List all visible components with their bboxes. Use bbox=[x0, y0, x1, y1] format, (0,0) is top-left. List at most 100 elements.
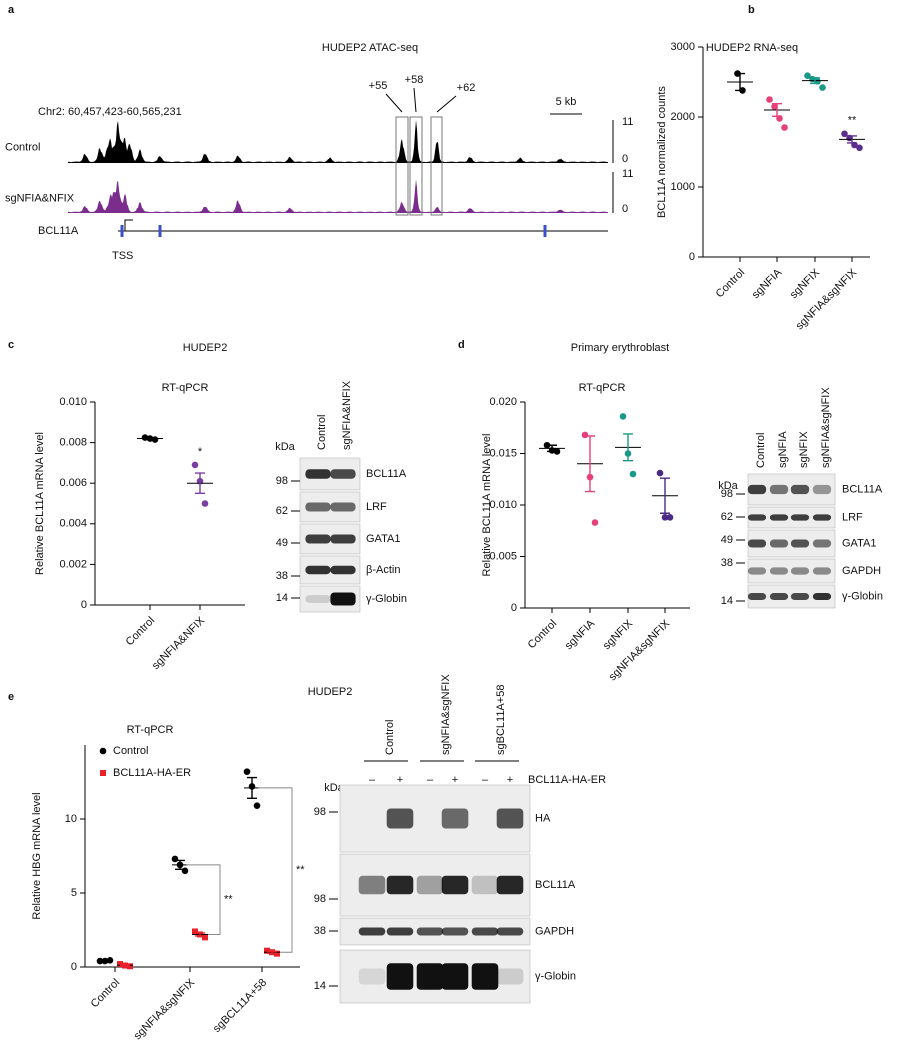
blot-band bbox=[769, 484, 789, 495]
group-label: Control bbox=[384, 720, 396, 755]
band-label: γ-Globin bbox=[842, 590, 883, 602]
error-bar bbox=[810, 77, 820, 85]
band-label: BCL11A bbox=[842, 483, 883, 495]
track-max: 11 bbox=[622, 116, 633, 128]
unit-label: kDa bbox=[718, 480, 738, 492]
blot-band bbox=[416, 927, 444, 936]
data-point bbox=[781, 124, 788, 131]
y-tick-label: 0.008 bbox=[59, 437, 87, 449]
panel-letter: d bbox=[458, 339, 465, 351]
panel-letter: a bbox=[8, 4, 15, 16]
marker-label: 14 bbox=[721, 595, 733, 607]
y-tick-label: 0 bbox=[81, 599, 87, 611]
blot-band bbox=[812, 484, 832, 495]
band-label: LRF bbox=[366, 501, 387, 513]
blot-band bbox=[386, 927, 414, 936]
error-bar bbox=[267, 950, 277, 954]
error-bar bbox=[772, 103, 782, 117]
blot-band bbox=[358, 968, 386, 985]
error-bar bbox=[735, 72, 745, 92]
significance: ** bbox=[224, 894, 233, 906]
band-label: GAPDH bbox=[535, 925, 574, 937]
unit-label: kDa bbox=[324, 782, 344, 794]
x-tick-label: sgBCL11A+58 bbox=[211, 977, 269, 1035]
y-tick-label: 0.020 bbox=[489, 396, 517, 408]
exon bbox=[158, 225, 162, 237]
lane-label: sgNFIX bbox=[798, 431, 810, 468]
lane-sign: + bbox=[507, 774, 513, 786]
data-point bbox=[581, 431, 589, 439]
band-label: BCL11A bbox=[535, 879, 576, 891]
y-tick-label: 0 bbox=[689, 251, 695, 263]
panel-heading: HUDEP2 bbox=[183, 342, 228, 354]
blot-band bbox=[747, 593, 767, 600]
blot-band bbox=[769, 567, 789, 575]
track-min: 0 bbox=[622, 153, 628, 165]
y-tick-label: 0.010 bbox=[59, 396, 87, 408]
y-tick-label: 0.004 bbox=[59, 518, 87, 530]
blot-band bbox=[305, 469, 331, 479]
lane-sign: – bbox=[482, 774, 489, 786]
error-bar bbox=[847, 135, 857, 144]
blot-band bbox=[790, 514, 810, 521]
y-axis-label: Relative BCL11A mRNA level bbox=[34, 432, 46, 575]
significance: ** bbox=[296, 864, 305, 876]
x-tick-label: sgNFIA bbox=[563, 617, 598, 652]
legend-label: Control bbox=[113, 745, 148, 757]
significance-bracket bbox=[258, 787, 293, 953]
error-bar bbox=[660, 477, 670, 514]
marker-label: 98 bbox=[314, 893, 326, 905]
y-tick-label: 0.005 bbox=[489, 550, 517, 562]
data-point bbox=[841, 130, 848, 138]
band-label: GAPDH bbox=[842, 565, 881, 577]
y-tick-label: 1000 bbox=[671, 181, 695, 193]
blot-band bbox=[747, 514, 767, 521]
legend-label: BCL11A-HA-ER bbox=[113, 767, 191, 779]
error-bar bbox=[623, 433, 633, 462]
element-box bbox=[395, 116, 409, 216]
marker-label: 98 bbox=[721, 488, 733, 500]
element-box bbox=[430, 116, 443, 216]
significance: * bbox=[198, 446, 203, 458]
element-box bbox=[409, 116, 423, 216]
lane-label: sgNFIA&NFIX bbox=[341, 380, 353, 450]
panel-letter: e bbox=[8, 691, 14, 703]
y-tick-label: 0 bbox=[71, 961, 77, 973]
blot-band bbox=[769, 593, 789, 600]
marker-label: 38 bbox=[314, 925, 326, 937]
blot-band bbox=[305, 534, 331, 544]
blot-band bbox=[358, 875, 386, 895]
band-label: γ-Globin bbox=[366, 593, 407, 605]
blot-band bbox=[305, 595, 331, 603]
blot-band bbox=[441, 927, 469, 936]
x-tick-label: sgNFIX bbox=[601, 617, 636, 652]
marker-label: 14 bbox=[276, 592, 288, 604]
blot-band bbox=[305, 502, 331, 512]
blot-band bbox=[471, 875, 499, 895]
blot-band bbox=[790, 539, 810, 548]
blot-band bbox=[330, 469, 356, 479]
lane-label: sgNFIA bbox=[777, 431, 789, 468]
data-point bbox=[666, 514, 674, 521]
exon bbox=[543, 225, 547, 237]
blot-row bbox=[747, 558, 836, 584]
marker-label: 49 bbox=[721, 534, 733, 546]
blot-band bbox=[496, 927, 524, 936]
x-tick-label: Control bbox=[714, 267, 748, 301]
y-axis-label: Relative BCL11A mRNA level bbox=[481, 434, 493, 577]
y-tick-label: 10 bbox=[65, 813, 77, 825]
y-tick-label: 0.015 bbox=[489, 447, 517, 459]
blot-band bbox=[441, 963, 469, 990]
data-point bbox=[619, 413, 627, 420]
data-point bbox=[171, 855, 179, 863]
lane-label: sgNFIA&sgNFIX bbox=[820, 387, 832, 468]
tss-label: TSS bbox=[112, 250, 133, 262]
data-point bbox=[856, 144, 863, 152]
lane-sign: + bbox=[397, 774, 403, 786]
data-point bbox=[771, 103, 778, 110]
chart-title: RT-qPCR bbox=[162, 382, 209, 394]
track-max: 11 bbox=[622, 168, 633, 180]
lane-sign: – bbox=[427, 774, 434, 786]
data-point bbox=[181, 867, 189, 875]
y-tick-label: 0.002 bbox=[59, 558, 87, 570]
